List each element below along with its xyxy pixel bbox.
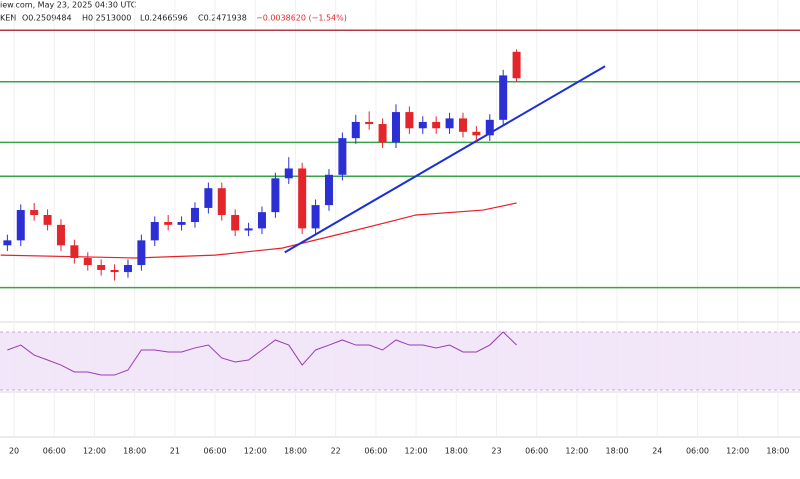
x-tick-label: 18:00 — [284, 447, 307, 456]
candle-body — [164, 222, 173, 225]
open: O0.2509484 — [22, 14, 72, 23]
candle-body — [365, 121, 374, 125]
x-tick-label: 21 — [170, 447, 180, 456]
candle-body — [338, 138, 347, 175]
candle-body — [472, 131, 481, 136]
candle-body — [56, 224, 65, 246]
close: C0.2471938 — [198, 14, 247, 23]
candle-body — [30, 210, 39, 215]
change: −0.0038620 (−1.54%) — [256, 14, 347, 23]
x-tick-label: 22 — [331, 447, 341, 456]
candle-body — [190, 207, 199, 223]
x-tick-label: 23 — [491, 447, 501, 456]
source: iew.com, May 23, 2025 04:30 UTC — [0, 1, 137, 10]
x-tick-label: 12:00 — [83, 447, 106, 456]
x-tick-label: 18:00 — [766, 447, 789, 456]
candle-body — [298, 168, 307, 229]
candle-body — [150, 222, 159, 241]
symbol: KEN — [0, 14, 16, 23]
candle-body — [137, 240, 146, 266]
candle-body — [391, 112, 400, 143]
candle-body — [244, 228, 253, 231]
candle-body — [378, 124, 387, 143]
candle-body — [97, 265, 106, 270]
rsi-band — [0, 332, 800, 390]
candle-body — [351, 121, 360, 139]
candle-body — [110, 269, 119, 273]
candle-body — [458, 118, 467, 132]
candle-body — [271, 178, 280, 213]
x-tick-label: 12:00 — [726, 447, 749, 456]
x-tick-label: 18:00 — [606, 447, 629, 456]
x-tick-label: 06:00 — [364, 447, 387, 456]
candle-body — [512, 51, 521, 79]
x-tick-label: 12:00 — [565, 447, 588, 456]
x-tick-label: 06:00 — [43, 447, 66, 456]
candle-body — [217, 188, 226, 215]
x-tick-label: 06:00 — [204, 447, 227, 456]
candle-body — [3, 240, 12, 246]
candle-body — [204, 188, 213, 208]
rsi-line — [7, 331, 517, 376]
x-tick-label: 12:00 — [244, 447, 267, 456]
x-tick-label: 18:00 — [445, 447, 468, 456]
x-tick-label: 06:00 — [525, 447, 548, 456]
candle-body — [284, 168, 293, 179]
candle-body — [177, 222, 186, 225]
candle-body — [16, 210, 25, 241]
low: L0.2466596 — [140, 14, 188, 23]
candle-body — [231, 214, 240, 231]
trendline — [284, 65, 606, 254]
x-tick-label: 24 — [652, 447, 662, 456]
candle-body — [432, 121, 441, 129]
candle-body — [405, 112, 414, 129]
candle-body — [311, 205, 320, 229]
candle-body — [70, 245, 79, 258]
candle-body — [43, 214, 52, 225]
candle-body — [499, 75, 508, 120]
candle-body — [485, 119, 494, 136]
candle-body — [123, 265, 132, 273]
x-tick-label: 12:00 — [405, 447, 428, 456]
x-tick-label: 06:00 — [686, 447, 709, 456]
x-tick-label: 20 — [9, 447, 19, 456]
x-tick-label: 18:00 — [123, 447, 146, 456]
high: H0.2513000 — [82, 14, 131, 23]
candle-body — [445, 118, 454, 129]
candle-body — [257, 212, 266, 229]
candle-body — [324, 174, 333, 206]
moving-average — [0, 202, 517, 259]
candle-body — [83, 257, 92, 266]
candle-body — [418, 121, 427, 129]
